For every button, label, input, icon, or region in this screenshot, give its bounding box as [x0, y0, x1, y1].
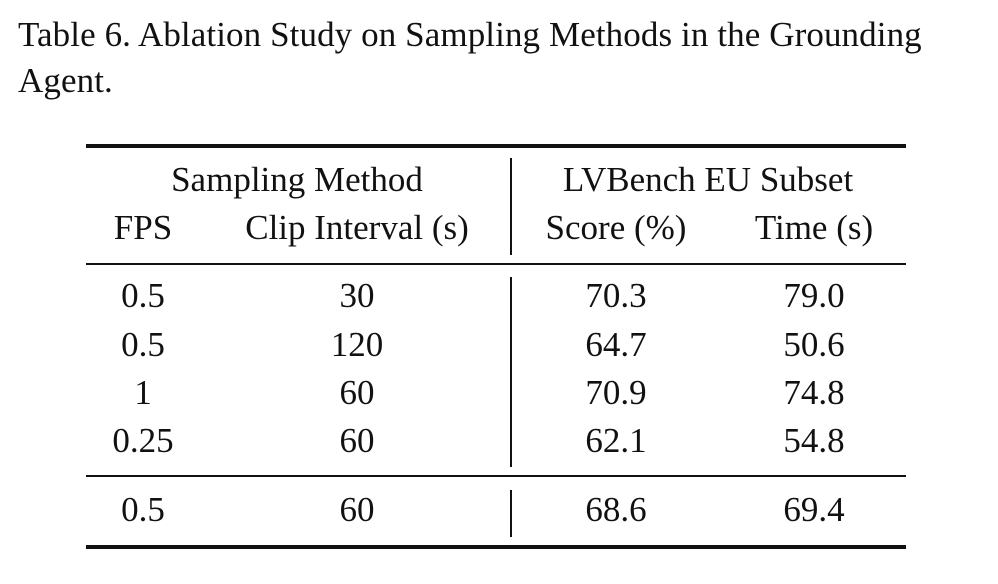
- table-cell: 1: [134, 373, 152, 412]
- table-cell: 60: [339, 373, 375, 412]
- group-header-sampling-method: Sampling Method: [171, 160, 423, 199]
- table-cell: 60: [339, 490, 375, 529]
- table-cell: 64.7: [585, 325, 647, 364]
- column-divider: [510, 158, 512, 255]
- column-header-clip-interval: Clip Interval (s): [245, 208, 469, 247]
- table-cell: 60: [339, 421, 375, 460]
- column-divider: [510, 490, 512, 537]
- table-cell: 50.6: [783, 325, 845, 364]
- column-divider: [510, 277, 512, 467]
- table-cell: 69.4: [783, 490, 845, 529]
- table-cell: 0.5: [121, 276, 165, 315]
- table-header-rule: [86, 263, 906, 265]
- table-cell: 74.8: [783, 373, 845, 412]
- column-header-fps: FPS: [113, 208, 173, 247]
- column-header-score: Score (%): [545, 208, 687, 247]
- table-cell: 68.6: [585, 490, 647, 529]
- table-caption: Table 6. Ablation Study on Sampling Meth…: [18, 15, 922, 100]
- table-cell: 120: [330, 325, 384, 364]
- table-cell: 0.25: [112, 421, 174, 460]
- table-cell: 70.9: [585, 373, 647, 412]
- table-cell: 0.5: [121, 325, 165, 364]
- table-top-rule: [86, 144, 906, 148]
- table-cell: 54.8: [783, 421, 845, 460]
- ablation-table: Sampling Method LVBench EU Subset FPS Cl…: [86, 144, 906, 552]
- table-section-rule: [86, 475, 906, 477]
- column-header-time: Time (s): [754, 208, 874, 247]
- table-cell: 70.3: [585, 276, 647, 315]
- table-cell: 0.5: [121, 490, 165, 529]
- table-cell: 30: [339, 276, 375, 315]
- group-header-lvbench: LVBench EU Subset: [562, 160, 854, 199]
- table-bottom-rule: [86, 545, 906, 549]
- table-cell: 62.1: [585, 421, 647, 460]
- table-cell: 79.0: [783, 276, 845, 315]
